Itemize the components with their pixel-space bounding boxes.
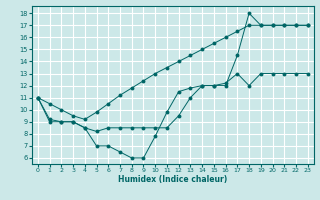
X-axis label: Humidex (Indice chaleur): Humidex (Indice chaleur) [118, 175, 228, 184]
